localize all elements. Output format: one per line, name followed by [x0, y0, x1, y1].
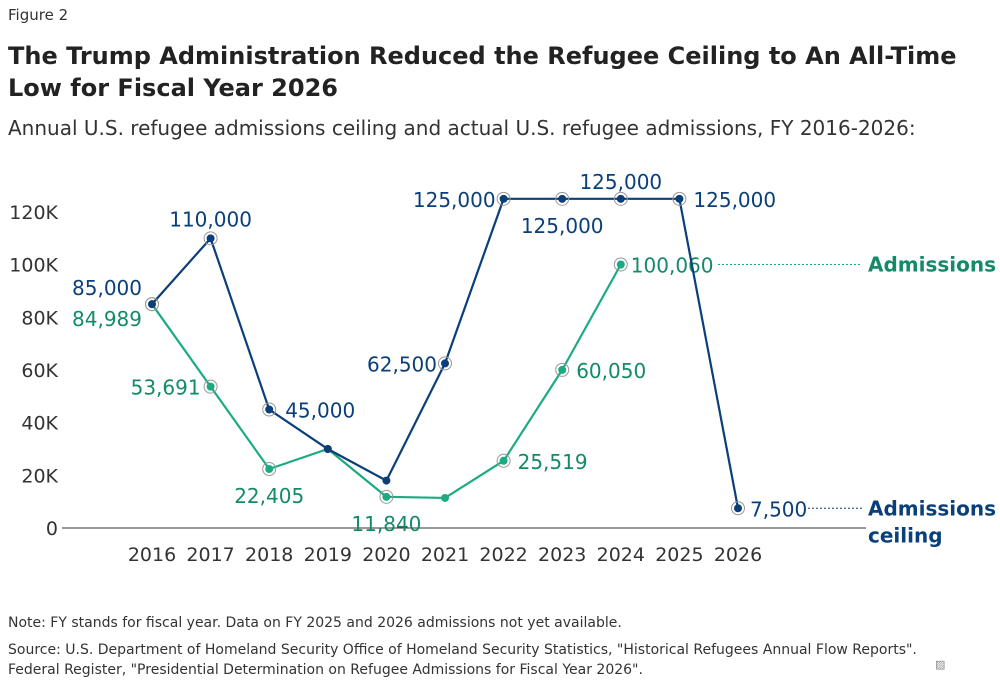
admissions-data-label: 25,519: [518, 450, 588, 474]
ceiling-data-label: 125,000: [693, 188, 776, 212]
y-tick-label: 40K: [21, 413, 58, 435]
legend-admissions: Admissions: [868, 253, 996, 277]
ceiling-point: [206, 234, 215, 243]
ceiling-data-label: 125,000: [521, 214, 604, 238]
ceiling-point: [382, 476, 391, 485]
ceiling-point: [734, 504, 742, 513]
ceiling-point: [323, 445, 332, 453]
chart-title: The Trump Administration Reduced the Ref…: [8, 42, 957, 102]
admissions-data-label: 84,989: [72, 307, 142, 331]
admissions-point: [382, 492, 391, 501]
x-tick-label: 2018: [245, 544, 293, 566]
y-tick-label: 120K: [9, 202, 58, 224]
point-ring: [496, 191, 511, 206]
point-ring: [262, 462, 277, 477]
admissions-data-label: 22,405: [234, 484, 304, 508]
y-tick-label: 60K: [21, 360, 58, 382]
legend-ceiling: Admissions: [868, 496, 996, 520]
ceiling-line: [151, 197, 740, 509]
ceiling-point: [441, 359, 449, 368]
y-tick-label: 100K: [9, 255, 58, 277]
x-tick-label: 2021: [421, 544, 469, 566]
x-tick-label: 2024: [597, 544, 645, 566]
point-ring: [613, 257, 628, 272]
point-ring: [379, 489, 394, 504]
kff-logo: ▨: [935, 658, 946, 671]
figure-label: Figure 2: [8, 6, 69, 24]
ceiling-data-label: 125,000: [579, 170, 662, 194]
ceiling-data-label: 85,000: [72, 276, 142, 300]
point-ring: [438, 356, 452, 371]
point-ring: [203, 231, 218, 246]
point-ring: [496, 453, 511, 468]
ceiling-point: [558, 194, 567, 203]
admissions-point: [206, 382, 215, 391]
x-tick-label: 2017: [186, 544, 234, 566]
admissions-point: [499, 456, 508, 465]
admissions-point: [441, 493, 449, 502]
admissions-point: [265, 465, 274, 474]
ceiling-point: [148, 300, 156, 309]
y-tick-label: 80K: [21, 307, 58, 329]
point-ring: [731, 501, 745, 516]
legend-ceiling: ceiling: [868, 523, 943, 547]
admissions-data-label: 11,840: [351, 512, 421, 536]
point-ring: [672, 191, 687, 206]
ceiling-data-label: 45,000: [285, 399, 355, 423]
admissions-data-label: 100,060: [631, 254, 714, 278]
point-ring: [145, 297, 159, 312]
admissions-point: [558, 365, 567, 374]
x-tick-label: 2026: [714, 544, 762, 566]
point-ring: [555, 362, 570, 377]
ceiling-data-label: 110,000: [169, 207, 252, 231]
x-tick-label: 2023: [538, 544, 586, 566]
admissions-point: [616, 260, 625, 269]
note: Note: FY stands for fiscal year. Data on…: [8, 615, 622, 631]
ceiling-data-label: 125,000: [413, 188, 496, 212]
x-tick-label: 2025: [655, 544, 703, 566]
ceiling-point: [616, 194, 625, 203]
ceiling-data-label: 62,500: [367, 352, 437, 376]
x-tick-label: 2022: [479, 544, 527, 566]
ceiling-point: [265, 405, 274, 414]
point-ring: [203, 379, 218, 394]
chart-subtitle: Annual U.S. refugee admissions ceiling a…: [8, 116, 916, 140]
x-tick-label: 2016: [128, 544, 176, 566]
point-ring: [613, 191, 628, 206]
point-ring: [555, 191, 570, 206]
point-ring: [262, 402, 277, 417]
source: Source: U.S. Department of Homeland Secu…: [8, 642, 917, 678]
ceiling-point: [675, 194, 684, 203]
x-tick-label: 2019: [304, 544, 352, 566]
y-tick-label: 0: [46, 518, 58, 540]
y-tick-label: 20K: [21, 465, 58, 487]
ceiling-point: [499, 194, 508, 203]
admissions-data-label: 53,691: [131, 376, 201, 400]
x-tick-label: 2020: [362, 544, 410, 566]
ceiling-data-label: 7,500: [750, 497, 807, 521]
admissions-data-label: 60,050: [576, 359, 646, 383]
